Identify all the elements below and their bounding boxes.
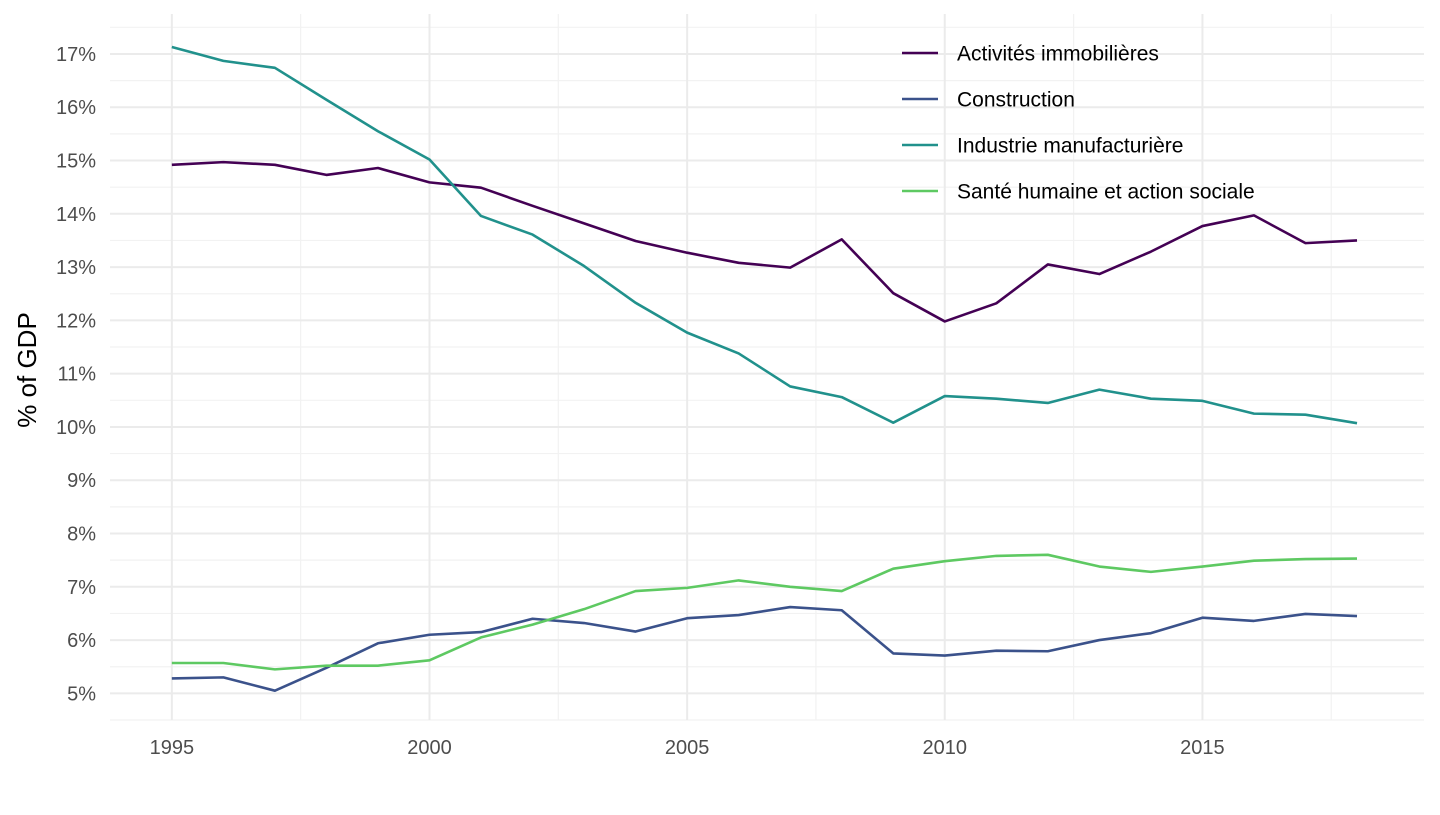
y-tick-label: 6% [67, 630, 96, 652]
y-tick-label: 10% [56, 417, 96, 439]
legend-label: Construction [957, 89, 1075, 112]
legend-label: Industrie manufacturière [957, 135, 1183, 158]
series-line [171, 553, 1358, 671]
x-tick-label: 2015 [1180, 737, 1225, 759]
legend-label: Activités immobilières [957, 43, 1159, 66]
legend-label: Santé humaine et action sociale [957, 181, 1255, 204]
x-tick-label: 2000 [407, 737, 452, 759]
y-axis-title: % of GDP [12, 312, 42, 428]
x-tick-label: 1995 [150, 737, 195, 759]
minor-gridlines [110, 14, 1424, 721]
series-line [171, 45, 1358, 425]
series-lines [171, 45, 1358, 692]
x-tick-label: 2005 [665, 737, 710, 759]
y-tick-label: 14% [56, 204, 96, 226]
y-tick-label: 11% [57, 364, 96, 386]
y-tick-label: 5% [67, 683, 96, 705]
y-tick-label: 12% [56, 310, 96, 332]
x-tick-label: 2010 [923, 737, 968, 759]
series-line [171, 605, 1358, 692]
y-tick-label: 17% [56, 44, 96, 66]
series-line [171, 160, 1358, 323]
y-tick-label: 13% [56, 257, 96, 279]
x-axis-ticks: 1995 2000 2005 2010 2015 [150, 737, 1225, 759]
y-tick-label: 9% [67, 470, 96, 492]
y-tick-label: 15% [56, 151, 96, 173]
y-tick-label: 7% [67, 577, 96, 599]
y-axis-ticks: 5% 6% 7% 8% 9% 10% 11% 12% 13% 14% 15% 16% 17% [56, 44, 96, 705]
y-tick-label: 8% [67, 524, 96, 546]
y-tick-label: 16% [56, 97, 96, 119]
legend: Activités immobilières Construction Indust… [902, 43, 1255, 204]
major-gridlines [110, 14, 1424, 720]
